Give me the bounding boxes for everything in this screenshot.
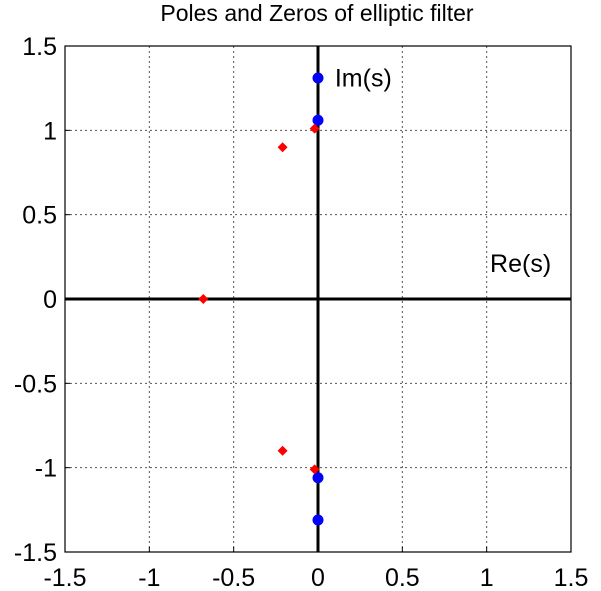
x-tick-label: -1.5	[43, 564, 86, 591]
pole-marker	[312, 514, 324, 526]
zero-marker	[309, 123, 320, 134]
y-tick-label: -1.5	[14, 539, 57, 567]
x-tick-label: 0	[311, 564, 325, 591]
y-tick-label: 1	[43, 117, 57, 145]
x-tick-label: 1.5	[554, 564, 589, 591]
pole-marker	[312, 72, 324, 84]
axis-annotation-label: Im(s)	[335, 64, 392, 92]
axis-annotation-label: Re(s)	[490, 250, 551, 278]
zero-marker	[277, 142, 288, 153]
y-tick-label: -1	[35, 455, 57, 483]
y-tick-label: 0	[43, 286, 57, 314]
y-tick-label: -0.5	[14, 370, 57, 398]
x-tick-label: 1	[480, 564, 494, 591]
zero-marker	[309, 464, 320, 475]
annotations: Im(s) Re(s)	[335, 64, 551, 278]
x-tick-label: -0.5	[212, 564, 255, 591]
chart-title: Poles and Zeros of elliptic filter	[160, 0, 474, 26]
y-tick-label: 0.5	[22, 202, 57, 230]
zero-marker	[198, 294, 209, 304]
x-tick-label: -1	[138, 564, 160, 591]
tick-labels: -1.5 -1 -0.5 0 0.5 1 1.5 1.5 1 0.5 0 -0.5 -1 -1.5	[14, 33, 588, 591]
zero-marker	[277, 445, 288, 456]
data-markers	[198, 72, 324, 526]
x-tick-label: 0.5	[385, 564, 420, 591]
origin-axes	[65, 46, 571, 552]
pole-marker	[312, 472, 324, 484]
y-tick-label: 1.5	[22, 33, 57, 61]
pole-marker	[312, 114, 324, 126]
